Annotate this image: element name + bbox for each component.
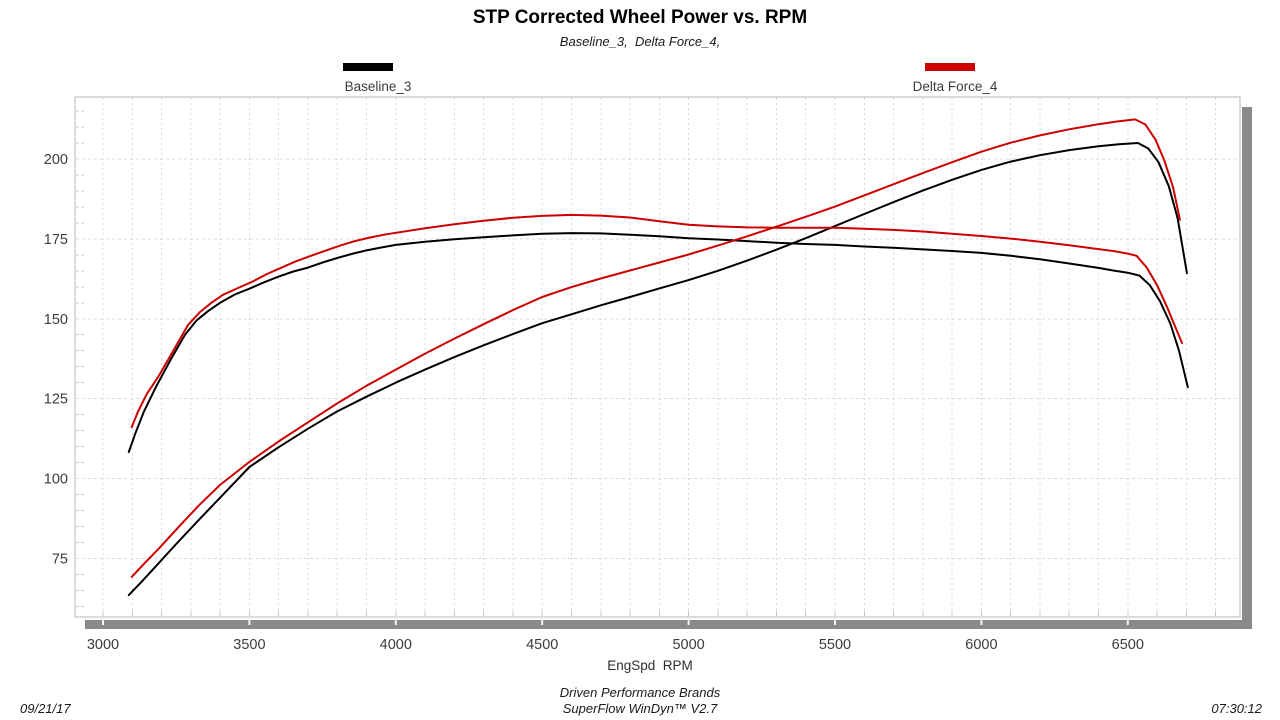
series-line-baseline-3 [127,142,1188,597]
legend: Baseline_3 Delta Force_4 [343,63,998,94]
series-line-delta-force-4 [130,118,1181,578]
y-tick-label: 100 [44,472,68,488]
y-tick-label: 125 [44,392,68,408]
footer-date: 09/21/17 [20,701,71,716]
axis-bar-notch [394,620,397,625]
y-tick-label: 150 [44,312,68,328]
footer-time: 07:30:12 [1211,701,1262,716]
axis-bar-notch [1126,620,1129,625]
gridlines [76,98,1239,616]
frame-shadow-right [1242,107,1252,629]
page-subtitle: Baseline_3, Delta Force_4, [560,34,720,49]
y-tick-label: 75 [52,551,68,567]
x-tick-label: 3500 [233,637,265,653]
axis-bar-notch [541,620,544,625]
axis-bar-notch [687,620,690,625]
frame-shadow-bottom [85,620,1252,629]
y-tick-label: 200 [44,152,68,168]
tick-labels: 3000 3500 4000 4500 5000 5500 6000 6500 75 100 125… [44,152,1144,653]
page-title: STP Corrected Wheel Power vs. RPM [473,7,807,28]
curves [127,118,1189,597]
x-tick-label: 3000 [87,637,119,653]
plot-border [74,96,1241,618]
footer-software: SuperFlow WinDyn™ V2.7 [563,701,718,716]
axis-bar-notches [102,620,1129,625]
x-tick-label: 4000 [380,637,412,653]
x-tick-label: 5000 [672,637,704,653]
legend-swatch-baseline [343,63,393,71]
legend-swatch-delta [925,63,975,71]
axis-bar-notch [102,620,104,625]
legend-label-delta: Delta Force_4 [913,79,998,94]
axis-bar-notch [834,620,836,625]
minor-ticks [76,110,1217,616]
legend-label-baseline: Baseline_3 [345,79,412,94]
footer-brand: Driven Performance Brands [560,685,721,700]
series-line-baseline-3 [127,232,1189,453]
axis-bar-notch [980,620,983,625]
x-tick-label: 6000 [965,637,997,653]
y-tick-label: 175 [44,232,68,248]
x-axis-title: EngSpd RPM [607,658,693,673]
series-line-delta-force-4 [130,213,1183,429]
x-tick-label: 4500 [526,637,558,653]
axis-bar-notch [248,620,251,625]
x-tick-label: 5500 [819,637,851,653]
x-tick-label: 6500 [1112,637,1144,653]
